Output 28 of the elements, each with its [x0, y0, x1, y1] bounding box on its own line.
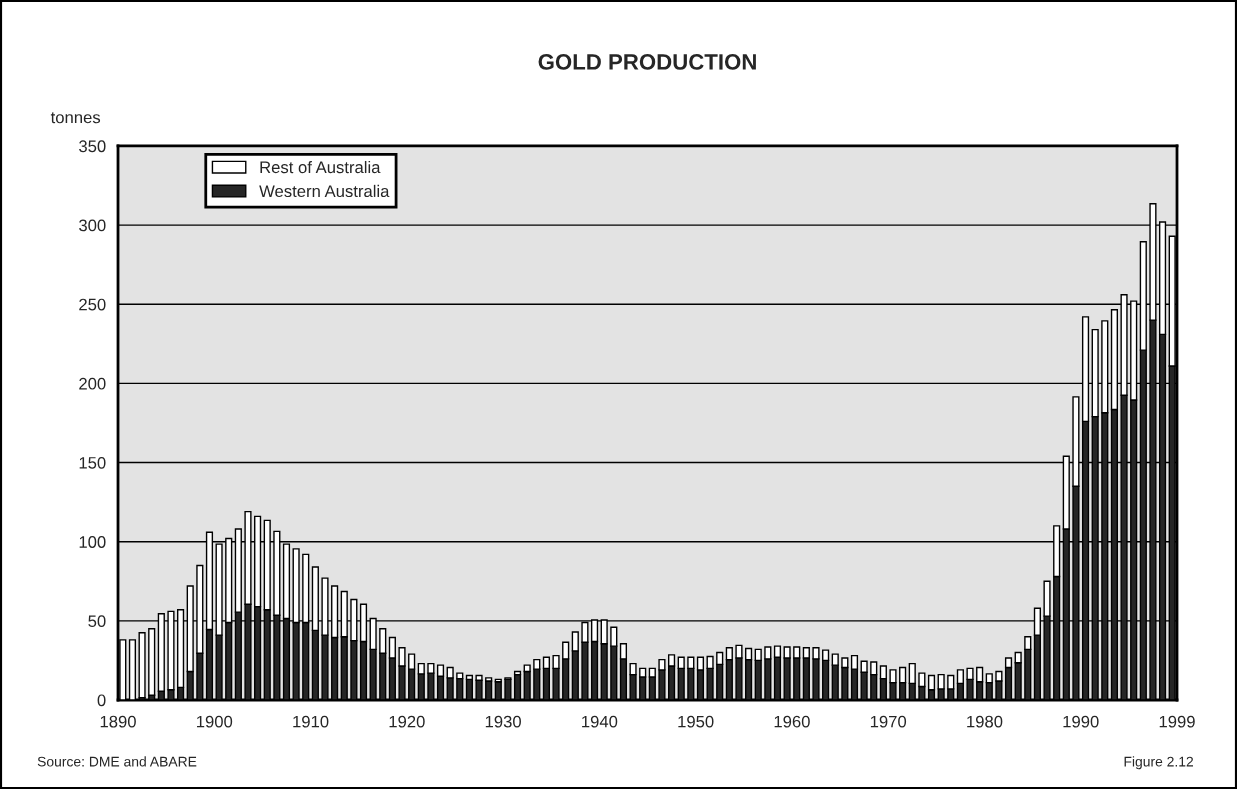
y-tick-label: 50: [88, 615, 106, 628]
y-tick-label: 350: [79, 140, 106, 153]
x-tick-label: 1890: [100, 715, 136, 728]
x-tick-label: 1980: [967, 715, 1003, 728]
x-tick-label: 1910: [293, 715, 329, 728]
x-tick-label: 1970: [870, 715, 907, 728]
chart-title: GOLD PRODUCTION: [538, 54, 756, 70]
legend-label: Rest of Australia: [260, 160, 381, 174]
legend-label: Western Australia: [259, 184, 390, 198]
x-tick-label: 1920: [389, 715, 425, 728]
y-tick-label: 250: [79, 298, 106, 311]
bar: [138, 632, 146, 699]
x-tick-label: 1999: [1159, 715, 1195, 728]
x-tick-label: 1940: [582, 715, 618, 728]
y-tick-label: 300: [79, 219, 106, 232]
x-tick-label: 1960: [774, 715, 810, 728]
bar: [148, 628, 156, 696]
y-axis-title: tonnes: [50, 112, 101, 124]
x-tick-label: 1900: [197, 715, 233, 728]
y-tick-label: 100: [79, 536, 106, 548]
y-tick-label: 0: [97, 694, 106, 707]
x-tick-label: 1950: [678, 715, 714, 728]
x-tick-label: 1990: [1063, 715, 1099, 728]
source-note: Source: DME and ABARE: [37, 756, 197, 767]
caption: Figure 2.12: [1124, 756, 1194, 770]
x-tick-label: 1930: [485, 715, 521, 728]
y-tick-label: 150: [79, 456, 106, 469]
y-tick-label: 200: [79, 377, 106, 390]
